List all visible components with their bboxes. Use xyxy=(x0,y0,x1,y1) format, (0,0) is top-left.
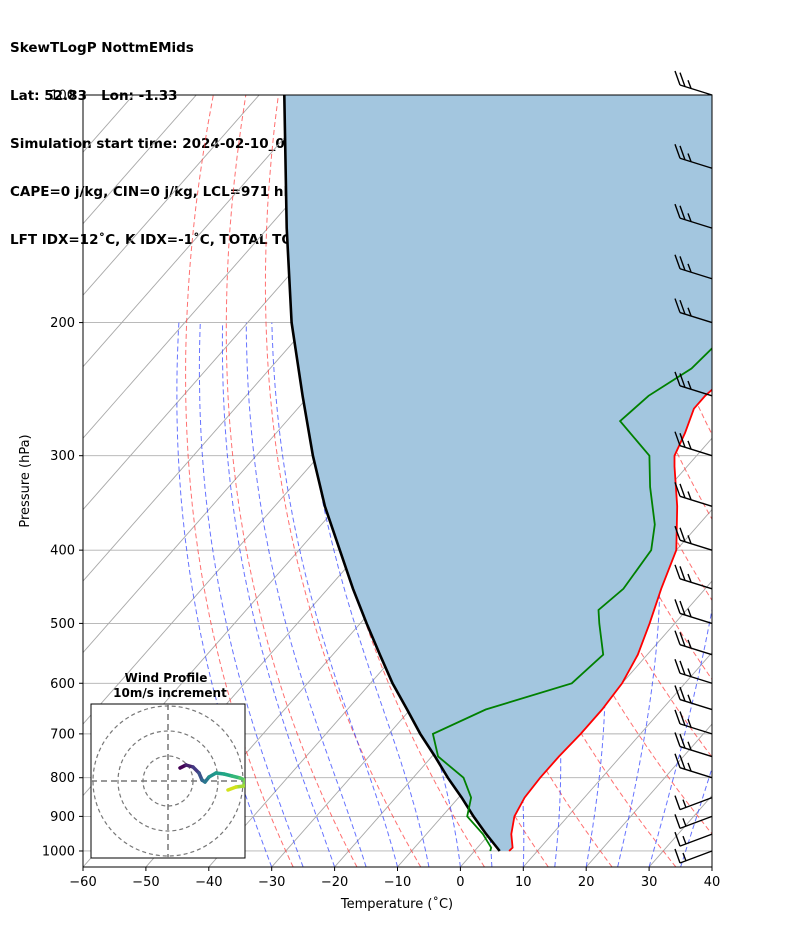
wind-barb xyxy=(674,203,713,229)
parcel-profile-line xyxy=(283,95,501,852)
x-tick-label: −30 xyxy=(258,875,285,890)
x-tick-label: −50 xyxy=(132,875,159,890)
wind-barb xyxy=(674,254,713,280)
cin-region xyxy=(284,95,712,851)
wind-barb xyxy=(674,144,713,169)
moist-adiabat xyxy=(711,865,712,867)
wind-barb xyxy=(674,732,713,758)
x-tick-label: −20 xyxy=(321,875,348,890)
wind-barb xyxy=(674,70,713,96)
wind-barb xyxy=(674,298,713,324)
wind-barb xyxy=(674,525,713,551)
wind-barb xyxy=(674,482,713,507)
dry-adiabat xyxy=(264,95,422,867)
y-tick-label: 600 xyxy=(50,677,75,692)
wind-barb xyxy=(674,431,713,457)
dry-adiabat xyxy=(185,95,294,867)
x-tick-label: 10 xyxy=(515,875,532,890)
isotherm-line xyxy=(83,95,323,368)
y-tick-label: 300 xyxy=(50,449,75,464)
wind-barb xyxy=(674,831,713,847)
x-tick-label: 30 xyxy=(641,875,658,890)
cape-cin-shading xyxy=(284,95,712,851)
moist-adiabat xyxy=(271,322,398,867)
x-tick-label: −10 xyxy=(384,875,411,890)
dry-adiabat xyxy=(225,95,358,867)
inset-title: Wind Profile xyxy=(125,671,208,685)
y-tick-label: 100 xyxy=(50,89,75,104)
sounding-profiles xyxy=(283,95,712,852)
x-tick-label: −60 xyxy=(69,875,96,890)
isotherm-line xyxy=(83,95,197,225)
isotherm-line xyxy=(83,95,260,296)
y-tick-label: 400 xyxy=(50,544,75,559)
isotherm-line xyxy=(711,866,712,867)
moist-adiabat xyxy=(245,322,367,867)
station-coordinates: Lat: 52.83 Lon: -1.33 xyxy=(10,88,178,104)
station-title: SkewTLogP NottmEMids xyxy=(10,40,194,56)
y-tick-label: 800 xyxy=(50,771,75,786)
y-tick-label: 700 xyxy=(50,727,75,742)
x-tick-label: 20 xyxy=(578,875,595,890)
isotherm-line xyxy=(83,95,386,439)
moist-adiabat xyxy=(221,322,336,867)
dry-adiabat xyxy=(734,95,794,867)
axes-ticks: −60 −50 −40 −30 −20 −10 0 10 20 30 40 100 200 300 400 5… xyxy=(42,89,720,891)
y-tick-label: 1000 xyxy=(42,844,75,859)
hodograph-segment xyxy=(226,785,238,792)
x-axis-title: Temperature (˚C) xyxy=(340,896,453,912)
y-tick-label: 200 xyxy=(50,316,75,331)
wind-barb xyxy=(674,795,713,811)
dewpoint-line xyxy=(431,347,712,852)
wind-barb xyxy=(674,753,713,779)
isotherm-line xyxy=(0,78,85,882)
inset-subtitle: 10m/s increment xyxy=(113,686,227,700)
inset-ring xyxy=(117,730,219,832)
wind-barb xyxy=(674,709,713,735)
moist-adiabat xyxy=(176,322,273,867)
x-tick-label: −40 xyxy=(195,875,222,890)
dry-adiabat xyxy=(767,95,794,867)
moist-adiabat xyxy=(680,766,712,867)
moist-adiabat xyxy=(198,322,304,867)
wind-profile-inset: Wind Profile 10m/s increment xyxy=(90,671,246,859)
wind-barb xyxy=(674,371,713,397)
temperature-line xyxy=(508,388,712,852)
dry-adiabat xyxy=(473,95,712,758)
moist-adiabat xyxy=(331,322,461,867)
wind-barb xyxy=(674,848,713,864)
wind-barb xyxy=(674,630,713,656)
y-tick-label: 900 xyxy=(50,810,75,825)
y-tick-label: 500 xyxy=(50,617,75,632)
x-tick-label: 40 xyxy=(704,875,721,890)
wind-barbs xyxy=(674,70,713,864)
y-axis-title: Pressure (hPa) xyxy=(18,434,33,527)
moist-adiabat xyxy=(648,606,712,867)
wind-barb xyxy=(674,685,713,711)
wind-barb xyxy=(674,814,713,830)
dry-adiabat xyxy=(701,95,712,138)
dry-adiabat xyxy=(603,95,712,436)
x-tick-label: 0 xyxy=(456,875,464,890)
wind-barb xyxy=(674,564,713,590)
isotherm-line xyxy=(761,78,794,882)
wind-barb xyxy=(674,659,713,684)
wind-barb xyxy=(674,599,713,625)
isotherm-line xyxy=(522,651,712,867)
